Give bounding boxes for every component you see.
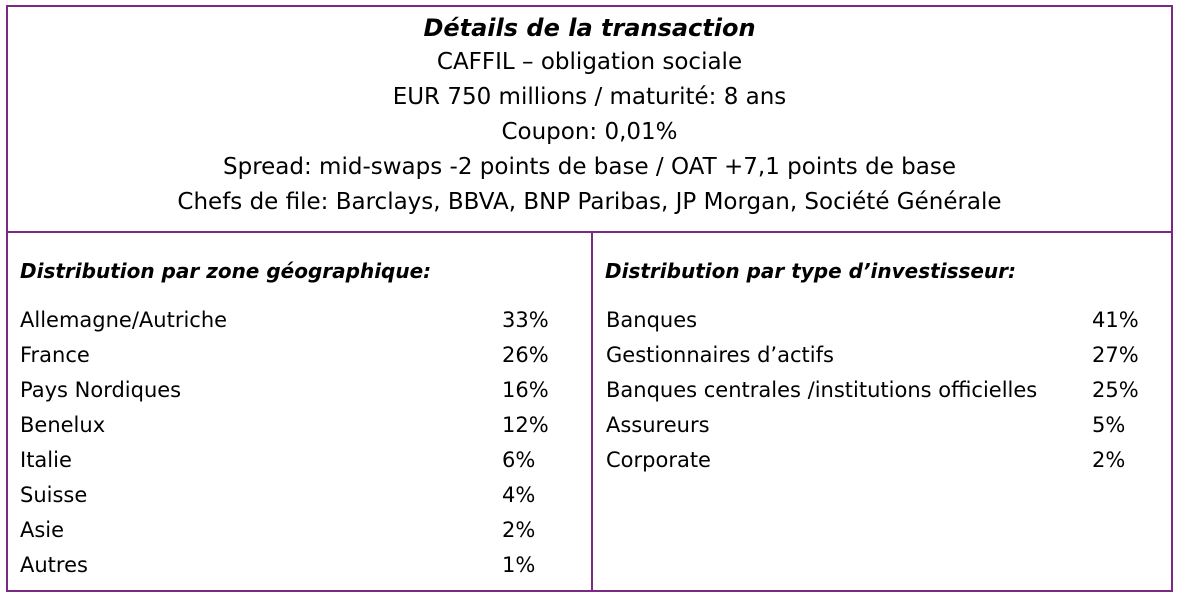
geo-row: Benelux 12%: [20, 408, 580, 443]
investor-row-label: Assureurs: [606, 413, 710, 437]
geo-row: Suisse 4%: [20, 478, 580, 513]
geo-row: Pays Nordiques 16%: [20, 373, 580, 408]
geo-row-value: 1%: [502, 553, 536, 577]
issuer-line: CAFFIL – obligation sociale: [436, 49, 743, 75]
investor-row-label: Corporate: [606, 448, 711, 472]
geo-distribution-panel: Distribution par zone géographique: Alle…: [8, 233, 591, 592]
coupon-line: Coupon: 0,01%: [501, 119, 678, 145]
investor-row-value: 25%: [1092, 378, 1139, 402]
geo-row-label: Italie: [20, 448, 72, 472]
column-divider: [591, 231, 593, 592]
lead-managers-line: Chefs de file: Barclays, BBVA, BNP Parib…: [177, 189, 1002, 215]
geo-row-value: 12%: [502, 413, 549, 437]
investor-row-label: Banques centrales /institutions officiel…: [606, 378, 1038, 402]
investor-row: Banques centrales /institutions officiel…: [606, 373, 1166, 408]
investor-row-value: 41%: [1092, 308, 1139, 332]
geo-row-value: 2%: [502, 518, 536, 542]
geo-row-label: Benelux: [20, 413, 106, 437]
geo-row-value: 33%: [502, 308, 549, 332]
investor-distribution-heading: Distribution par type d’investisseur:: [605, 259, 1017, 283]
geo-row-value: 26%: [502, 343, 549, 367]
investor-row: Assureurs 5%: [606, 408, 1166, 443]
geo-distribution-heading: Distribution par zone géographique:: [20, 259, 432, 283]
investor-row: Gestionnaires d’actifs 27%: [606, 338, 1166, 373]
geo-row-value: 16%: [502, 378, 549, 402]
geo-row: France 26%: [20, 338, 580, 373]
amount-maturity-line: EUR 750 millions / maturité: 8 ans: [392, 84, 787, 110]
geo-row-label: Autres: [20, 553, 88, 577]
investor-row-label: Banques: [606, 308, 698, 332]
geo-row-label: France: [20, 343, 90, 367]
geo-row-label: Suisse: [20, 483, 88, 507]
investor-row-value: 5%: [1092, 413, 1126, 437]
geo-row-value: 4%: [502, 483, 536, 507]
transaction-details-header: Détails de la transaction CAFFIL – oblig…: [8, 7, 1171, 233]
geo-row: Asie 2%: [20, 513, 580, 548]
geo-row-label: Pays Nordiques: [20, 378, 182, 402]
geo-row: Allemagne/Autriche 33%: [20, 303, 580, 338]
investor-row-value: 2%: [1092, 448, 1126, 472]
geo-row-label: Asie: [20, 518, 65, 542]
geo-row: Autres 1%: [20, 548, 580, 583]
geo-row-label: Allemagne/Autriche: [20, 308, 228, 332]
investor-row: Banques 41%: [606, 303, 1166, 338]
investor-row-value: 27%: [1092, 343, 1139, 367]
geo-row: Italie 6%: [20, 443, 580, 478]
geo-row-value: 6%: [502, 448, 536, 472]
investor-distribution-panel: Distribution par type d’investisseur: Ba…: [593, 233, 1173, 592]
transaction-table: Détails de la transaction CAFFIL – oblig…: [6, 5, 1173, 592]
investor-row: Corporate 2%: [606, 443, 1166, 478]
page-title: Détails de la transaction: [423, 14, 756, 42]
investor-row-label: Gestionnaires d’actifs: [606, 343, 834, 367]
spread-line: Spread: mid-swaps -2 points de base / OA…: [223, 154, 956, 180]
